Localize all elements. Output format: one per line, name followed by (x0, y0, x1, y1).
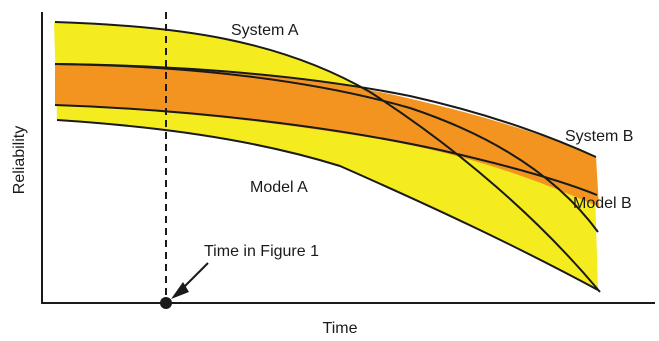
model-a-label: Model A (250, 179, 308, 196)
system-b-upper-edge (54, 63, 597, 158)
time-marker-dot (160, 297, 172, 309)
model-b-curve (54, 63, 599, 233)
x-axis-label: Time (323, 320, 358, 336)
y-axis-label: Reliability (11, 126, 28, 194)
system-b-label: System B (565, 128, 633, 145)
marker-label: Time in Figure 1 (204, 243, 319, 260)
system-b-band (55, 64, 599, 207)
model-b-label: Model B (573, 195, 632, 212)
system-a-label: System A (231, 22, 299, 39)
marker-arrow-head (171, 282, 189, 299)
system-a-upper-edge (54, 21, 601, 293)
system-a-lower-edge (56, 119, 599, 291)
